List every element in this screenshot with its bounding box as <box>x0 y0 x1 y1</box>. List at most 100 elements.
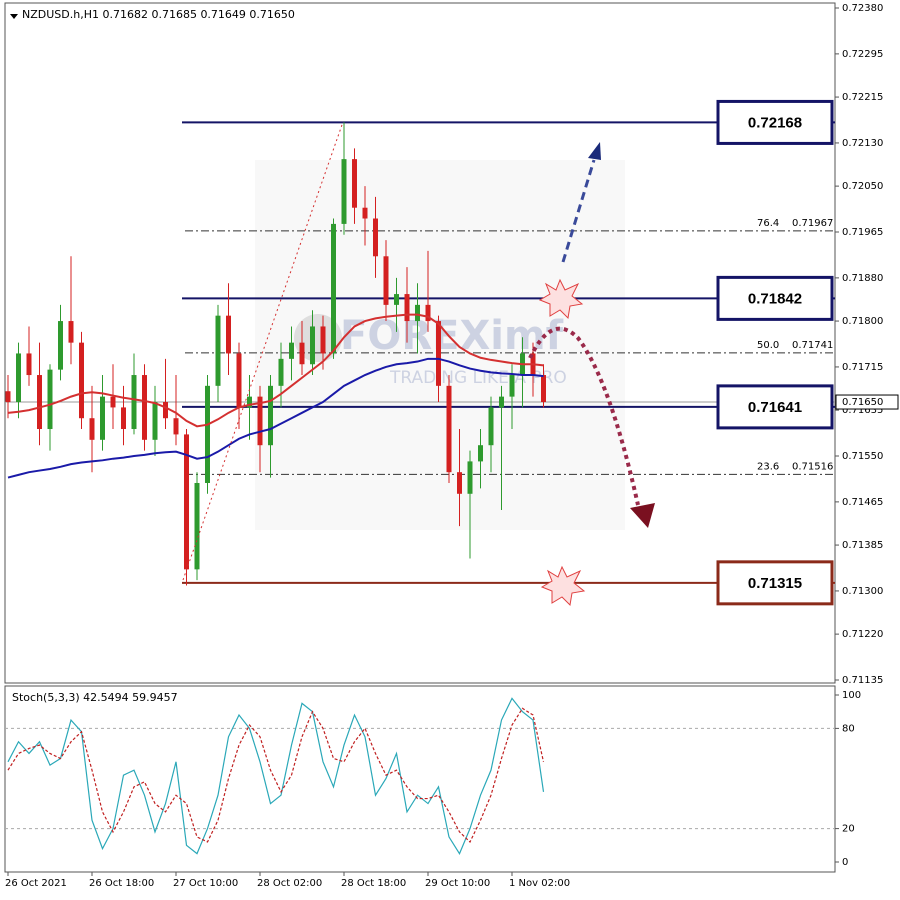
candle-body <box>152 402 158 440</box>
y-tick-label: 0.72130 <box>842 138 883 149</box>
candle-body <box>289 342 294 359</box>
x-tick-label: 27 Oct 10:00 <box>173 878 238 889</box>
y-tick-label: 100 <box>842 690 861 701</box>
candle-body <box>383 256 389 305</box>
candle-body <box>509 375 515 397</box>
candle-body <box>425 304 431 322</box>
moving-average <box>7 357 544 479</box>
stoch-panel <box>4 685 836 873</box>
level-box <box>716 99 834 145</box>
x-tick-label: 29 Oct 10:00 <box>425 878 490 889</box>
candle-body <box>68 321 74 343</box>
down-arrow-head <box>630 503 655 528</box>
stoch-title: Stoch(5,3,3) 42.5494 59.9457 <box>12 691 178 704</box>
y-tick-label: 0.71635 <box>842 405 883 416</box>
candle-body <box>331 223 336 354</box>
y-tick-label: 0.71965 <box>842 227 883 238</box>
watermark-logo <box>294 314 342 362</box>
candle-body <box>247 396 252 408</box>
candle-body <box>541 375 546 403</box>
y-tick-label: 0.71715 <box>842 362 883 373</box>
candle-body <box>373 218 378 257</box>
y-tick-label: 0.71550 <box>842 451 883 462</box>
fib-price: 0.71967 <box>792 218 833 229</box>
burst <box>538 278 584 320</box>
y-tick-label: 0.72050 <box>842 181 883 192</box>
level-box <box>716 384 834 430</box>
candle-body <box>173 418 179 435</box>
candle-body <box>268 385 273 446</box>
candle-body <box>236 353 242 408</box>
candle-body <box>89 418 95 440</box>
candle-body <box>499 396 504 408</box>
y-tick-label: 0.71465 <box>842 497 883 508</box>
candle-body <box>47 369 53 430</box>
x-tick-label: 28 Oct 02:00 <box>257 878 322 889</box>
y-tick-label: 0.71135 <box>842 675 883 686</box>
candle-body <box>446 385 452 473</box>
y-tick-label: 0.72215 <box>842 92 883 103</box>
header-icon <box>10 14 18 19</box>
candle-body <box>37 375 42 430</box>
candle-body <box>299 342 305 365</box>
candle-body <box>467 461 473 494</box>
candle-body <box>5 391 11 403</box>
fib-ratio: 50.0 <box>757 340 779 351</box>
price-panel <box>4 2 836 684</box>
candle-body <box>121 407 126 430</box>
candle-body <box>215 315 221 386</box>
moving-average <box>7 313 544 428</box>
level-box <box>716 275 834 321</box>
down-arrow <box>528 326 640 506</box>
fib-price: 0.71741 <box>792 340 833 351</box>
watermark: FOREXimf <box>340 313 564 359</box>
up-arrow-head <box>588 142 601 160</box>
y-tick-label: 0.71385 <box>842 540 883 551</box>
fib-ratio: 23.6 <box>757 461 779 472</box>
y-tick-label: 0 <box>842 857 848 868</box>
candle-body <box>100 396 105 440</box>
candle-body <box>58 321 63 370</box>
candle-body <box>320 326 326 354</box>
x-tick-label: 26 Oct 18:00 <box>89 878 154 889</box>
candle-body <box>415 304 420 322</box>
last-price-tag <box>835 394 899 410</box>
stoch-line <box>7 697 545 855</box>
level-label: 0.71842 <box>748 290 802 307</box>
candle-body <box>226 315 231 354</box>
chart-title: NZDUSD.h,H1 0.71682 0.71685 0.71649 0.71… <box>22 8 295 21</box>
candle-body <box>110 396 116 408</box>
x-tick-label: 26 Oct 2021 <box>5 878 67 889</box>
candle-body <box>478 445 483 462</box>
last-price-label: 0.71650 <box>842 397 883 408</box>
candle-body <box>163 402 168 419</box>
candle-body <box>362 207 368 219</box>
y-tick-label: 0.71220 <box>842 629 883 640</box>
candle-body <box>131 375 137 430</box>
candle-body <box>205 385 210 483</box>
candle-body <box>257 396 263 446</box>
candle-body <box>310 326 315 365</box>
candle-body <box>278 358 284 386</box>
candle-body <box>184 434 189 570</box>
stoch-line <box>7 707 545 843</box>
level-label: 0.71641 <box>748 399 802 416</box>
y-tick-label: 80 <box>842 723 855 734</box>
y-tick-label: 0.71300 <box>842 586 883 597</box>
candle-body <box>79 342 84 419</box>
y-tick-label: 0.71800 <box>842 316 883 327</box>
y-tick-label: 0.72380 <box>842 3 883 14</box>
y-tick-label: 0.71880 <box>842 273 883 284</box>
candle-body <box>194 482 200 570</box>
fib-ratio: 76.4 <box>757 218 779 229</box>
candle-body <box>142 375 147 440</box>
level-box <box>716 560 834 606</box>
candle-body <box>16 353 21 403</box>
level-label: 0.72168 <box>748 114 802 131</box>
y-tick-label: 20 <box>842 824 855 835</box>
y-tick-label: 0.72295 <box>842 49 883 60</box>
candle-body <box>457 472 462 494</box>
x-tick-label: 28 Oct 18:00 <box>341 878 406 889</box>
candle-body <box>352 159 357 208</box>
